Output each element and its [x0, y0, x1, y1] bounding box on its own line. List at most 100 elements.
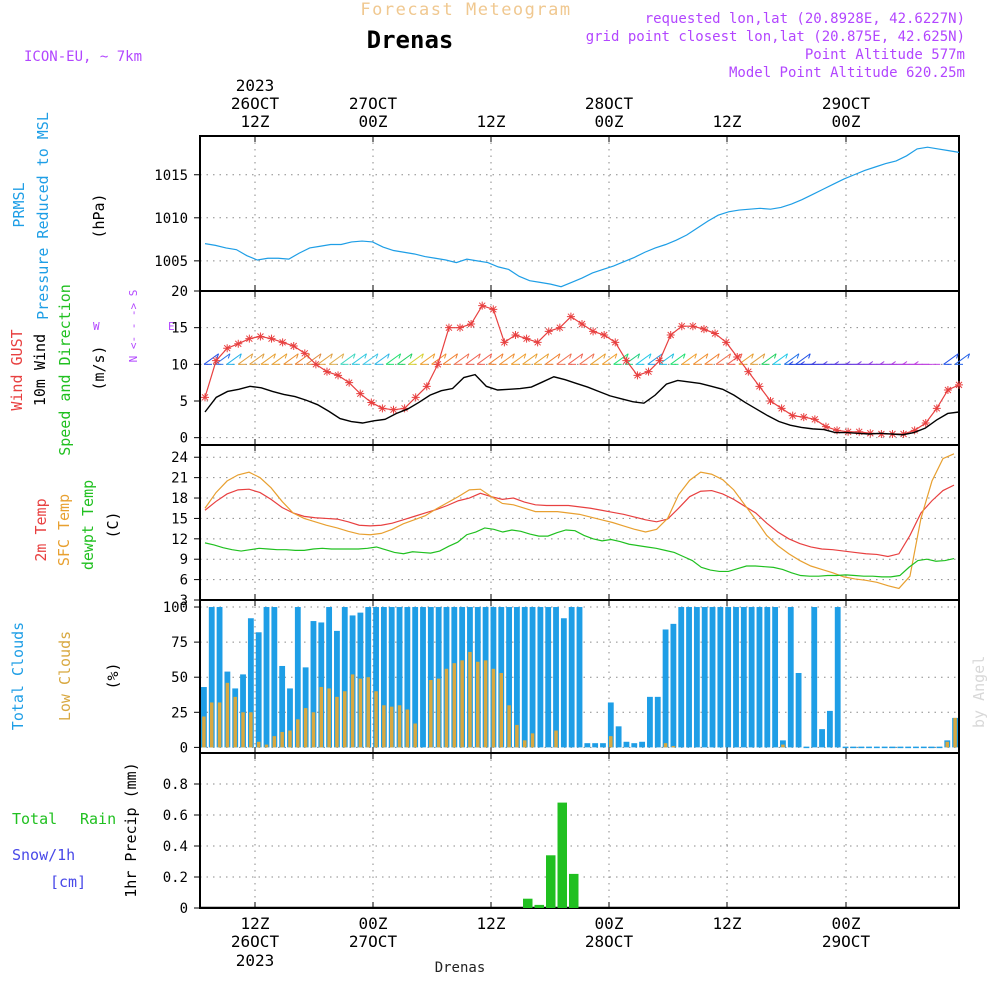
wind-barb-head — [967, 353, 971, 359]
total-cloud-bar — [654, 696, 661, 748]
wind-barb-head — [857, 361, 862, 365]
total-cloud-bar — [701, 607, 708, 748]
total-cloud-bar — [287, 688, 293, 748]
gust-marker — [223, 344, 232, 353]
total-cloud-bar — [318, 622, 325, 748]
total-cloud-bar — [647, 696, 653, 748]
low-cloud-bar — [405, 709, 410, 748]
total-cloud-bar — [334, 630, 340, 748]
total-cloud-bar — [271, 607, 278, 748]
bottom-hour-label: 00Z — [832, 914, 861, 933]
legend-total: Total — [12, 810, 57, 828]
label-total-clouds: Total Clouds — [9, 622, 27, 730]
total-cloud-bar — [623, 741, 630, 748]
total-cloud-bar — [388, 607, 395, 748]
y-tick-label: 6 — [180, 573, 188, 589]
wind-barb — [226, 353, 242, 365]
total-cloud-bar — [693, 607, 700, 748]
gust-marker — [810, 415, 819, 424]
gust-marker — [766, 397, 775, 405]
gust-marker — [322, 367, 331, 376]
panel-0: 1005 1010 1015 — [154, 135, 960, 292]
gust-marker — [234, 339, 243, 348]
wind-barb-head — [603, 353, 606, 359]
wind-barb-head — [694, 353, 697, 359]
total-cloud-bar — [607, 702, 614, 748]
y-tick-label: 9 — [180, 552, 188, 568]
low-cloud-bar — [288, 730, 292, 748]
gust-marker — [456, 323, 465, 332]
y-tick-label: 12 — [171, 532, 188, 548]
wind-barb-head — [341, 353, 345, 359]
total-cloud-bar — [764, 607, 771, 748]
low-cloud-bar — [389, 706, 394, 748]
wind-barb-head — [421, 353, 424, 359]
temp2m-line — [204, 484, 955, 558]
wind-barb-head — [682, 353, 686, 359]
gust-marker — [844, 427, 853, 436]
total-cloud-bar — [255, 632, 262, 748]
wind10m-line — [204, 373, 960, 436]
gust-marker — [600, 331, 609, 339]
bottom-hour-label: 12Z — [713, 914, 742, 933]
low-cloud-bar — [280, 731, 284, 748]
wind-barb — [590, 353, 606, 365]
wind-barb-head — [762, 353, 766, 359]
y-tick-label: 75 — [171, 635, 188, 651]
total-cloud-bar — [576, 607, 583, 748]
total-cloud-bar — [615, 726, 622, 748]
y-tick-label: 1010 — [154, 211, 188, 227]
total-cloud-bar — [247, 618, 254, 748]
gust-marker — [278, 338, 287, 347]
wind-barb-head — [648, 353, 652, 359]
gust-marker — [655, 356, 664, 365]
label-celsius: (C) — [104, 511, 122, 538]
wind-barb-head — [785, 353, 788, 359]
total-cloud-bar — [412, 607, 419, 748]
total-cloud-bar — [709, 607, 716, 748]
gust-marker — [378, 404, 387, 413]
wind-barb-head — [227, 353, 231, 359]
wind-barb — [613, 353, 629, 365]
y-tick-label: 0 — [180, 740, 188, 756]
total-cloud-bar — [826, 710, 833, 748]
wind-barb — [556, 353, 572, 365]
top-hour-label: 12Z — [713, 112, 742, 131]
y-tick-label: 0 — [180, 901, 188, 917]
wind-barb — [385, 353, 401, 365]
wind-barb — [408, 353, 424, 365]
gust-marker — [788, 411, 797, 420]
total-cloud-bar — [631, 743, 638, 748]
total-cloud-bar — [560, 618, 567, 748]
requested-coords: requested lon,lat (20.8928E, 42.6227N) — [645, 11, 965, 27]
wind-barb — [476, 353, 492, 365]
dewpt-line — [204, 527, 955, 578]
wind-barb — [692, 353, 709, 365]
wind-barb-head — [284, 353, 288, 359]
y-tick-label: 5 — [180, 394, 188, 410]
label-speed-direction: Speed and Direction — [56, 284, 74, 456]
wind-barb-head — [834, 361, 839, 365]
wind-barb — [499, 353, 515, 365]
rain-bar — [534, 904, 544, 908]
wind-barb-head — [455, 353, 458, 359]
y-tick-label: 15 — [171, 321, 188, 337]
total-cloud-bar — [787, 607, 794, 748]
total-cloud-bar — [834, 607, 841, 748]
model-altitude: Model Point Altitude 620.25m — [729, 65, 965, 81]
gust-marker — [821, 422, 830, 431]
low-cloud-bar — [491, 668, 496, 748]
gust-marker — [855, 427, 864, 436]
gust-marker — [611, 338, 620, 347]
gust-marker — [356, 389, 365, 398]
panel-4: 0 0.2 0.4 0.6 0.8 — [163, 752, 960, 917]
low-cloud-bar — [233, 696, 237, 748]
wind-barb — [419, 353, 436, 365]
total-cloud-bar — [545, 607, 552, 748]
label-sfc-temp: SFC Temp — [55, 494, 73, 566]
wind-barb — [465, 353, 481, 365]
total-cloud-bar — [208, 607, 215, 748]
total-cloud-bar — [506, 607, 512, 748]
wind-barb-head — [705, 353, 709, 359]
wind-barb-head — [398, 353, 402, 359]
